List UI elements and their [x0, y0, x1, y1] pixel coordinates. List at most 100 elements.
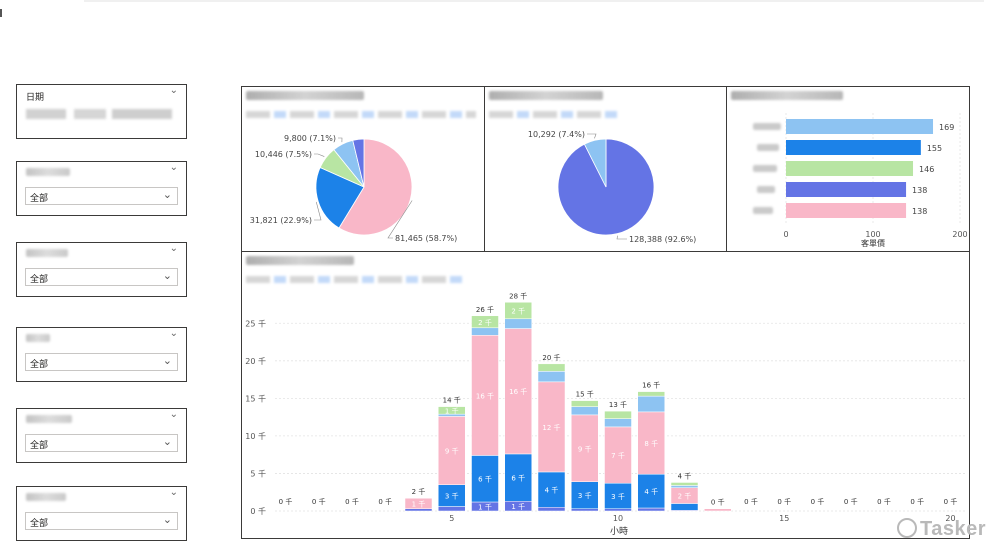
slicer-5[interactable]: ⌄ 全部 ⌄: [16, 408, 187, 463]
slicer-2-dropdown[interactable]: 全部 ⌄: [25, 187, 178, 205]
total-label: 0 千: [345, 497, 359, 506]
segment-label: 4 千: [644, 487, 658, 496]
slicer-4-dropdown[interactable]: 全部 ⌄: [25, 353, 178, 371]
total-label: 16 千: [642, 381, 660, 390]
total-label: 0 千: [744, 497, 758, 506]
bar-segment: [604, 426, 632, 484]
bar-segment: [504, 453, 532, 502]
bar-category-label: [757, 144, 779, 151]
slice-label: 10,292 (7.4%): [528, 130, 585, 139]
y-tick-label: 25 千: [245, 318, 266, 328]
slicer-2[interactable]: ⌄ 全部 ⌄: [16, 161, 187, 216]
bar-segment: [504, 318, 532, 329]
watermark-text: Tasker: [919, 518, 986, 540]
bar-segment: [438, 506, 466, 512]
y-tick-label: 15 千: [245, 393, 266, 403]
total-label: 0 千: [378, 497, 392, 506]
stacked-column-chart[interactable]: 0 千 5 千 10 千 15 千 20 千 25 千 0 千 0 千 0 千 0 千 1 千 2 千…: [242, 252, 969, 538]
bar-segment: [471, 335, 499, 456]
slice-label: 10,446 (7.5%): [255, 150, 312, 159]
segment-label: 2 千: [511, 307, 525, 316]
chevron-down-icon[interactable]: ⌄: [162, 269, 172, 282]
chevron-icon[interactable]: ⌄: [169, 328, 178, 339]
bar-segment: [670, 482, 699, 486]
total-label: 0 千: [711, 498, 725, 507]
chevron-down-icon[interactable]: ⌄: [162, 188, 172, 201]
bar-segment: [537, 363, 566, 372]
slicer-2-label: [26, 168, 70, 176]
chart-title: [489, 91, 603, 100]
y-tick-label: 20 千: [245, 356, 266, 366]
chevron-icon[interactable]: ⌄: [169, 243, 178, 254]
slicer-3[interactable]: ⌄ 全部 ⌄: [16, 242, 187, 297]
segment-label: 8 千: [644, 439, 658, 448]
segment-label: 9 千: [445, 447, 459, 456]
slice-label: 9,800 (7.1%): [284, 134, 336, 143]
bar-segment: [571, 481, 599, 509]
watermark-icon: [896, 517, 917, 538]
total-label: 20 千: [542, 353, 560, 362]
bar-value-label: 138: [912, 186, 927, 195]
leader-line: [387, 200, 413, 239]
bar-segment: [571, 406, 599, 416]
segment-label: 1 千: [412, 499, 426, 508]
x-tick-label: 0: [783, 230, 788, 239]
bar-segment: [438, 406, 466, 415]
segment-label: 6 千: [511, 474, 525, 483]
date-range-value[interactable]: [26, 109, 172, 119]
pie-chart-panel-2[interactable]: 128,388 (92.6%) 10,292 (7.4%): [484, 86, 727, 252]
slicer-6[interactable]: ⌄ 全部 ⌄: [16, 486, 187, 541]
bar-value-label: 146: [919, 165, 934, 174]
slicer-6-dropdown[interactable]: 全部 ⌄: [25, 512, 178, 530]
segment-label: 3 千: [611, 492, 625, 501]
pie-chart-1[interactable]: 81,465 (58.7%) 31,821 (22.9%) 10,446 (7.5%…: [242, 87, 484, 251]
chevron-down-icon[interactable]: ⌄: [162, 435, 172, 448]
total-label: 0 千: [279, 497, 293, 506]
slicer-date-label: 日期: [26, 93, 45, 103]
segment-label: 2 千: [478, 318, 492, 327]
total-label: 0 千: [910, 497, 924, 506]
total-label: 4 千: [678, 471, 692, 480]
segment-label: 12 千: [542, 423, 560, 432]
chart-title: [246, 91, 364, 100]
bar-segment: [404, 497, 433, 509]
chart-legend: [246, 276, 466, 283]
horizontal-bar-chart[interactable]: 0 100 200 169 155 146 138 138 客單價: [727, 87, 969, 251]
segment-label: 3 千: [578, 491, 592, 500]
slice-label: 31,821 (22.9%): [250, 216, 312, 225]
stacked-column-panel[interactable]: 0 千 5 千 10 千 15 千 20 千 25 千 0 千 0 千 0 千 0 千 1 千 2 千…: [241, 251, 970, 539]
total-label: 14 千: [443, 396, 461, 405]
bar-segment: [604, 418, 632, 428]
watermark: Tasker: [896, 517, 986, 541]
pie-chart-panel-1[interactable]: 81,465 (58.7%) 31,821 (22.9%) 10,446 (7.5%…: [241, 86, 485, 252]
slicer-3-dropdown[interactable]: 全部 ⌄: [25, 268, 178, 286]
bar-segment: [504, 302, 532, 320]
bar: [786, 182, 907, 197]
leader-line: [338, 137, 343, 143]
pie-chart-2[interactable]: 128,388 (92.6%) 10,292 (7.4%): [485, 87, 726, 251]
chart-legend: [246, 111, 476, 118]
bar-category-label: [753, 165, 777, 172]
chevron-icon[interactable]: ⌄: [169, 487, 178, 498]
bar: [786, 161, 914, 176]
segment-label: 9 千: [578, 444, 592, 453]
segment-label: 6 千: [478, 475, 492, 484]
chevron-down-icon[interactable]: ⌄: [162, 513, 172, 526]
slicer-3-value: 全部: [30, 275, 49, 285]
bar-segment: [404, 508, 433, 512]
total-label: 26 千: [476, 305, 494, 314]
slicer-date[interactable]: 日期 ⌄: [16, 84, 187, 139]
bar-segment: [704, 508, 732, 512]
chevron-icon[interactable]: ⌄: [169, 409, 178, 420]
slicer-5-dropdown[interactable]: 全部 ⌄: [25, 434, 178, 452]
x-axis-title: 客單價: [861, 238, 885, 248]
chevron-icon[interactable]: ⌄: [169, 162, 178, 173]
total-label: 28 千: [509, 291, 527, 300]
slicer-4[interactable]: ⌄ 全部 ⌄: [16, 327, 187, 382]
x-tick-label: 20: [945, 514, 955, 523]
slicer-4-label: [26, 334, 50, 342]
bar-segment: [637, 473, 665, 509]
bar-chart-panel[interactable]: 0 100 200 169 155 146 138 138 客單價: [726, 86, 970, 252]
chevron-down-icon[interactable]: ⌄: [162, 354, 172, 367]
chevron-up-icon[interactable]: ⌄: [169, 85, 178, 96]
